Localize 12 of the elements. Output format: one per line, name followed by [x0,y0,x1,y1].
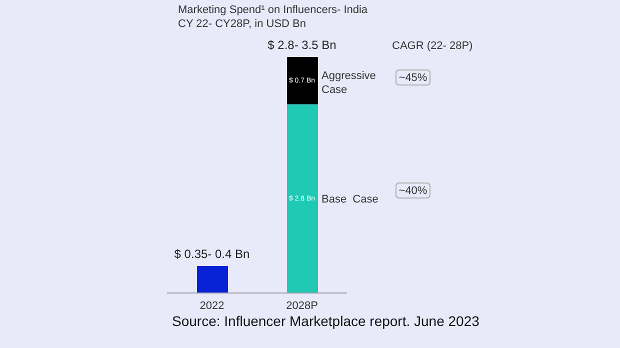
x-tick-label: 2028P [286,300,318,312]
text: CAGR (22- 28P) [392,40,473,52]
series-label: Base Case [322,194,378,206]
total-label: $ 0.35- 0.4 Bn [174,247,250,262]
total-label: $ 2.8- 3.5 Bn [268,38,336,52]
series-label: Aggressive Case [322,70,376,96]
text: ~40% [398,185,428,197]
chart-subtitle: CY 22- CY28P, in USD Bn [178,17,307,31]
chart-title: Marketing Spend¹ on Influencers- India [178,3,368,17]
text: ~45% [398,72,428,84]
x-tick-label: 2022 [200,300,224,312]
source-note: Source: Influencer Marketplace report. June 2023 [172,312,480,330]
